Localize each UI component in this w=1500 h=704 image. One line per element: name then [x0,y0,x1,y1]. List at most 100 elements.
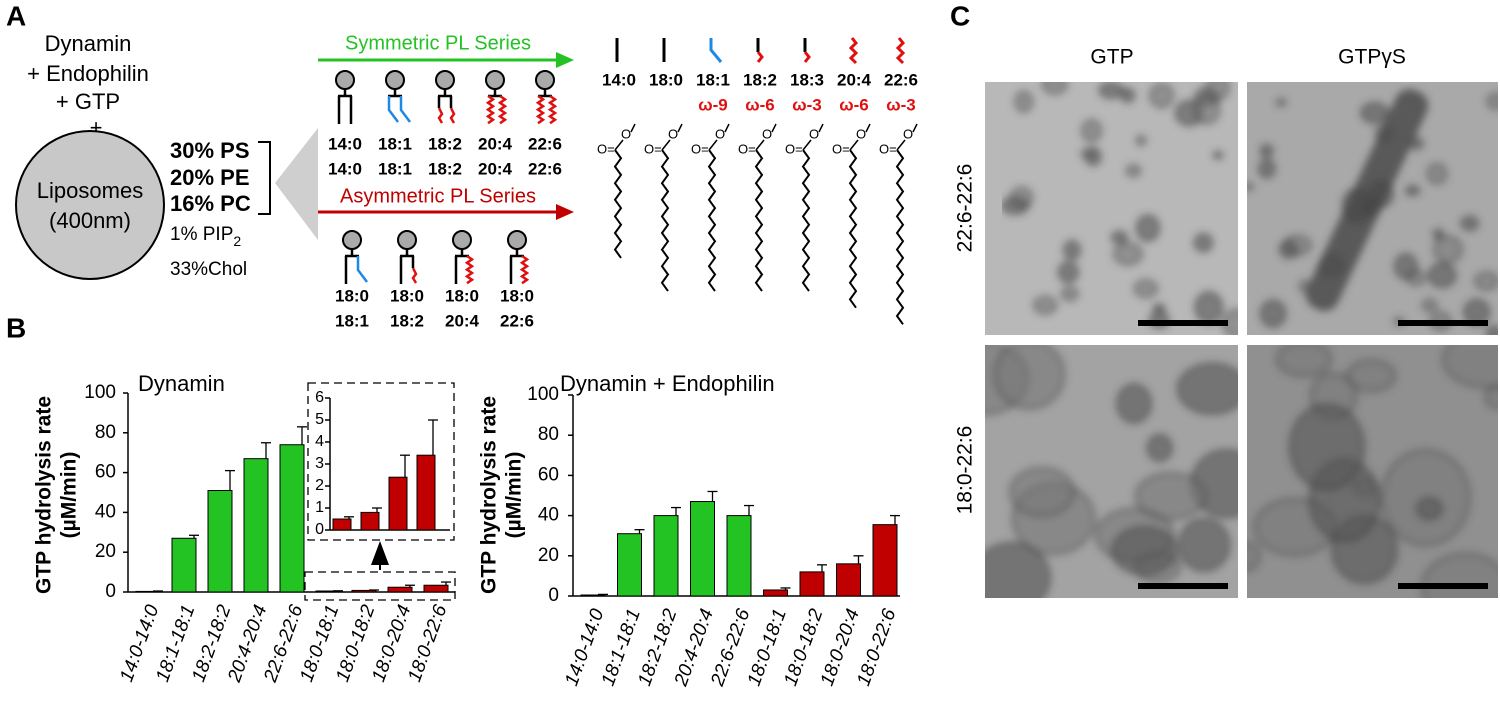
em-particle [1098,82,1124,100]
lipid-head [397,230,417,250]
y-tick-label: 6 [315,389,324,406]
omega-label: ω-9 [698,95,727,114]
pip-subscript: 2 [233,233,241,249]
em-particle [1120,87,1136,104]
lipid-label: 20:4 [478,134,513,153]
carbon-chain [660,149,670,292]
omega-label: ω-3 [792,95,821,114]
lipid-label: 22:6 [500,311,534,330]
em-texture [1247,345,1498,598]
carbon-chain [801,149,811,292]
lipid-head [507,230,527,250]
y-tick-label: 2 [315,477,324,494]
series-label: Symmetric PL Series [345,32,531,54]
lipid-label: 14:0 [328,159,362,178]
expand-triangle [275,128,318,240]
em-particle [1275,97,1287,107]
chain-icon [803,51,811,63]
em-particle [1041,82,1068,95]
em-image [1247,82,1498,335]
lipid-label: 18:0 [390,286,424,305]
lipid-head [342,230,362,250]
atom-label: O= [738,141,756,156]
em-texture [1000,82,1238,335]
em-particle [1135,214,1161,243]
lipid-label: 22:6 [528,159,562,178]
bond [755,139,765,151]
scale-bar [1398,583,1488,589]
y-tick-label: 1 [315,499,324,516]
bond [771,123,777,133]
chain-label: 18:1 [696,70,730,89]
em-particle [1060,286,1080,302]
composition-minor: 33%Chol [170,259,247,280]
tail [449,107,456,124]
y-tick-label: 60 [95,462,116,483]
row-label: 18:0-22:6 [954,426,977,515]
em-particle [1288,403,1366,491]
chain-icon [756,51,764,63]
em-particle [1432,228,1445,240]
atom-label: O [621,126,631,141]
lipid-label: 20:4 [478,159,513,178]
lipid-label: 18:1 [335,311,369,330]
bar [799,571,825,597]
em-particle [1278,240,1299,259]
em-particle [1135,134,1147,147]
y-axis-label: GTP hydrolysis rate [33,396,56,594]
bar [580,594,606,597]
row-label: 22:6-22:6 [954,164,977,253]
bar [423,584,449,593]
bar [207,490,233,593]
lipid-label: 18:0 [500,286,534,305]
panel-letter: A [6,0,26,31]
y-tick-label: 80 [95,422,116,443]
bar [243,458,269,593]
em-particle [1000,196,1030,216]
tail [535,94,546,125]
bond [724,123,730,133]
tail [464,254,475,285]
chart-title: Dynamin [138,371,225,396]
composition-minor: 1% PIP2 [170,224,241,249]
em-particle [1176,362,1238,416]
em-particle [1247,541,1261,572]
em-particle [1032,295,1058,315]
composition: 16% PC [170,191,251,216]
atom-label: O= [785,141,803,156]
bond [896,139,906,151]
em-particle [1110,230,1129,245]
em-particle [993,345,1066,410]
bar [763,589,788,597]
omega-label: ω-6 [839,95,868,114]
omega-label: ω-6 [745,95,774,114]
bar [315,590,341,593]
lipid-label: 18:0 [335,286,369,305]
composition: 20% PE [170,165,250,190]
y-tick-label: 0 [315,521,324,538]
column-label: GTP [1090,46,1133,69]
em-particle [1177,517,1231,573]
pip-text: 1% PIP [170,224,233,245]
chain-label: 14:0 [602,70,636,89]
atom-label: O= [832,141,850,156]
bar [836,563,861,597]
bar [416,454,436,531]
em-particle [1133,279,1159,299]
bond [912,123,918,133]
em-particle [1346,359,1397,393]
em-particle [1426,162,1448,185]
em-particle [1193,95,1221,125]
lipid-head [535,70,555,90]
y-axis-label: GTP hydrolysis rate [478,396,501,594]
em-particle [1062,239,1082,261]
panel-letter: B [6,312,26,343]
bracket [258,141,271,215]
bond [849,139,859,151]
lipid-label: 22:6 [528,134,562,153]
reaction-text: + GTP [56,89,120,114]
em-particle [1152,303,1166,313]
bond [661,139,671,151]
em-particle [1257,158,1276,179]
